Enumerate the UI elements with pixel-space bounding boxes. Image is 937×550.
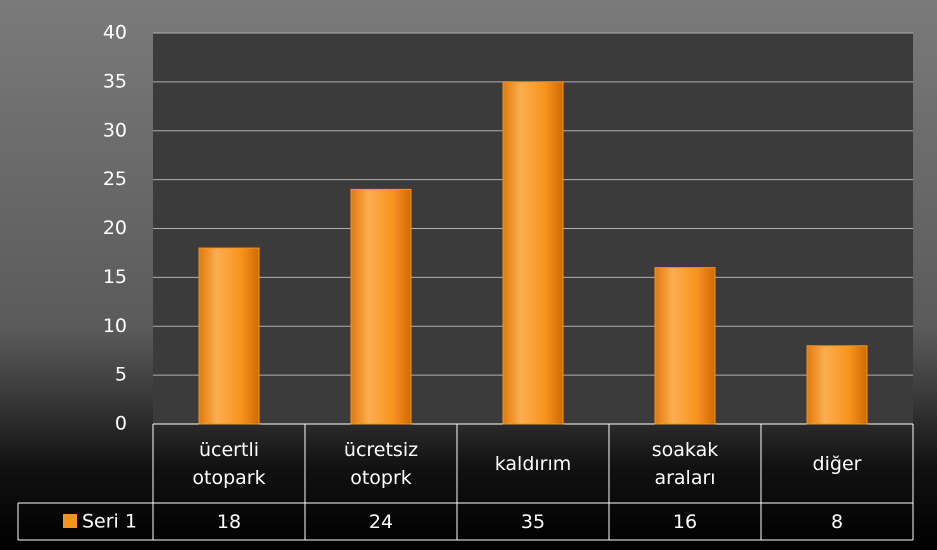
x-tick-label: diğer	[812, 452, 862, 475]
bar	[350, 188, 412, 425]
data-table-value: 18	[216, 510, 242, 533]
y-tick-label: 20	[103, 217, 127, 239]
data-table-value: 16	[672, 510, 698, 533]
x-tick-label: kaldırım	[494, 452, 572, 475]
y-tick-label: 40	[103, 22, 127, 44]
bar	[198, 247, 260, 425]
data-table-value: 35	[520, 510, 546, 533]
x-tick-label: ücertli otopark	[192, 438, 266, 489]
bar	[654, 267, 716, 425]
y-tick-label: 30	[103, 119, 127, 141]
y-tick-label: 35	[103, 70, 127, 92]
x-tick-label: soakak araları	[651, 438, 719, 489]
x-tick-label: ücretsiz otoprk	[343, 438, 419, 489]
y-tick-label: 15	[103, 266, 127, 288]
legend-label: Seri 1	[82, 511, 137, 533]
y-tick-label: 10	[103, 315, 127, 337]
y-tick-label: 0	[115, 413, 127, 435]
bar	[806, 345, 868, 425]
data-table-value: 24	[368, 510, 394, 533]
y-tick-label: 5	[115, 364, 127, 386]
legend-key	[63, 514, 77, 528]
y-tick-label: 25	[103, 168, 127, 190]
data-table-value: 8	[830, 510, 844, 533]
bar	[502, 81, 564, 425]
